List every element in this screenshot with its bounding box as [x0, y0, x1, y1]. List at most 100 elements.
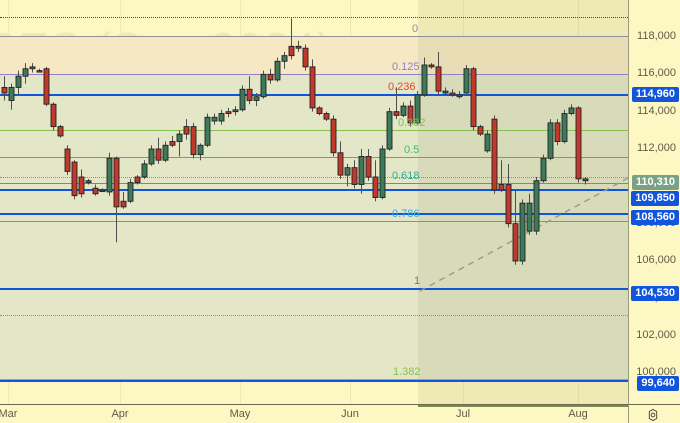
candlestick — [568, 104, 575, 116]
candlestick — [533, 177, 540, 235]
candlestick — [281, 51, 288, 69]
fib-label-0.5: 0.5 — [404, 144, 420, 157]
candlestick — [71, 160, 78, 200]
candlestick — [554, 119, 561, 146]
candlestick — [253, 93, 260, 107]
candlestick — [106, 152, 113, 196]
chart-plot-area[interactable]: RES (Sep 2024) 00.1250.2360.3820.50.6180… — [0, 0, 628, 404]
candlestick — [155, 137, 162, 164]
candlestick — [120, 191, 127, 209]
fib-line-0 — [0, 36, 628, 38]
price-tick-label: 102,000 — [636, 329, 676, 341]
price-badge[interactable]: 109,850 — [631, 191, 679, 206]
sr-line — [0, 189, 628, 192]
candlestick — [218, 109, 225, 125]
price-tick-label: 106,000 — [636, 254, 676, 266]
dotted-reference-line — [0, 315, 628, 317]
fib-label-0.382: 0.382 — [398, 117, 426, 130]
candlestick — [141, 160, 148, 179]
fib-label-0.786: 0.786 — [392, 207, 420, 220]
candlestick — [428, 63, 435, 69]
candlestick — [309, 59, 316, 112]
fib-line-0.382 — [0, 130, 628, 132]
price-badge[interactable]: 114,960 — [631, 87, 679, 102]
candlestick — [232, 106, 239, 116]
candlestick — [211, 113, 218, 125]
price-badge[interactable]: 104,530 — [631, 286, 679, 301]
candlestick — [498, 160, 505, 192]
candlestick — [183, 119, 190, 140]
candlestick — [484, 130, 491, 153]
candlestick — [561, 109, 568, 144]
price-tick-label: 118,000 — [637, 30, 676, 42]
candlestick — [274, 57, 281, 82]
candlestick — [190, 122, 197, 159]
candlestick — [386, 107, 393, 151]
candlestick-series — [1, 18, 589, 265]
candlestick — [442, 87, 449, 95]
fib-label-1.382: 1.382 — [393, 365, 421, 378]
fib-label-0.618: 0.618 — [392, 170, 420, 183]
price-tick-label: 100,000 — [636, 366, 676, 378]
candlestick — [29, 63, 36, 73]
candlestick — [267, 68, 274, 84]
dotted-reference-line — [0, 177, 628, 178]
candlestick — [197, 143, 204, 161]
candlestick — [302, 44, 309, 71]
fib-label-1: 1 — [414, 274, 421, 287]
candlestick — [92, 184, 99, 196]
candlestick — [449, 89, 456, 97]
candlestick — [323, 111, 330, 121]
candlestick — [379, 145, 386, 200]
fib-label-0.125: 0.125 — [392, 61, 420, 74]
candlestick — [414, 91, 421, 125]
candlestick — [162, 141, 169, 163]
dotted-reference-line — [0, 17, 628, 19]
candlestick — [351, 160, 358, 189]
fib-line-0.786 — [0, 220, 628, 222]
candlestick — [512, 190, 519, 265]
candlestick — [421, 57, 428, 97]
candlestick — [435, 51, 442, 95]
price-axis[interactable]: 118,000116,000114,000112,000108,000106,0… — [628, 0, 680, 404]
candlestick — [491, 115, 498, 194]
fib-line-1.382 — [0, 378, 628, 380]
candlestick — [113, 156, 120, 243]
candlestick — [505, 163, 512, 228]
candlestick — [169, 135, 176, 148]
gear-icon[interactable] — [646, 408, 660, 422]
candlestick — [15, 70, 22, 95]
candlestick — [477, 124, 484, 136]
candlestick — [316, 106, 323, 116]
candlestick — [225, 107, 232, 118]
candlestick — [260, 70, 267, 99]
sr-line — [0, 213, 628, 216]
candlestick — [36, 68, 43, 73]
time-tick-label: Jul — [455, 408, 471, 420]
candlestick — [526, 193, 533, 235]
chart-settings-corner[interactable] — [628, 404, 680, 423]
candlestick — [64, 145, 71, 176]
time-axis[interactable]: Mar Apr May Jun Jul Aug — [0, 404, 628, 423]
candlestick — [8, 83, 15, 110]
fib-line-0.5 — [0, 157, 628, 159]
time-tick-label: Aug — [568, 408, 588, 420]
candlestick — [456, 91, 463, 99]
candlestick — [204, 113, 211, 148]
session-footer-bar — [418, 405, 628, 407]
price-badge[interactable]: 99,640 — [637, 376, 679, 391]
candlestick — [22, 63, 29, 84]
candlestick — [365, 149, 372, 181]
price-badge[interactable]: 110,310 — [631, 175, 679, 190]
time-tick-label: May — [229, 408, 251, 420]
candlestick — [337, 141, 344, 179]
candlestick — [358, 149, 365, 194]
fib-line-0.618 — [0, 183, 628, 185]
candlestick — [288, 18, 295, 60]
candlestick — [547, 119, 554, 161]
candlestick — [463, 65, 470, 95]
price-badge[interactable]: 108,560 — [631, 210, 679, 225]
candlestick — [1, 76, 8, 101]
price-tick-label: 116,000 — [637, 67, 676, 79]
candlestick — [330, 115, 337, 157]
